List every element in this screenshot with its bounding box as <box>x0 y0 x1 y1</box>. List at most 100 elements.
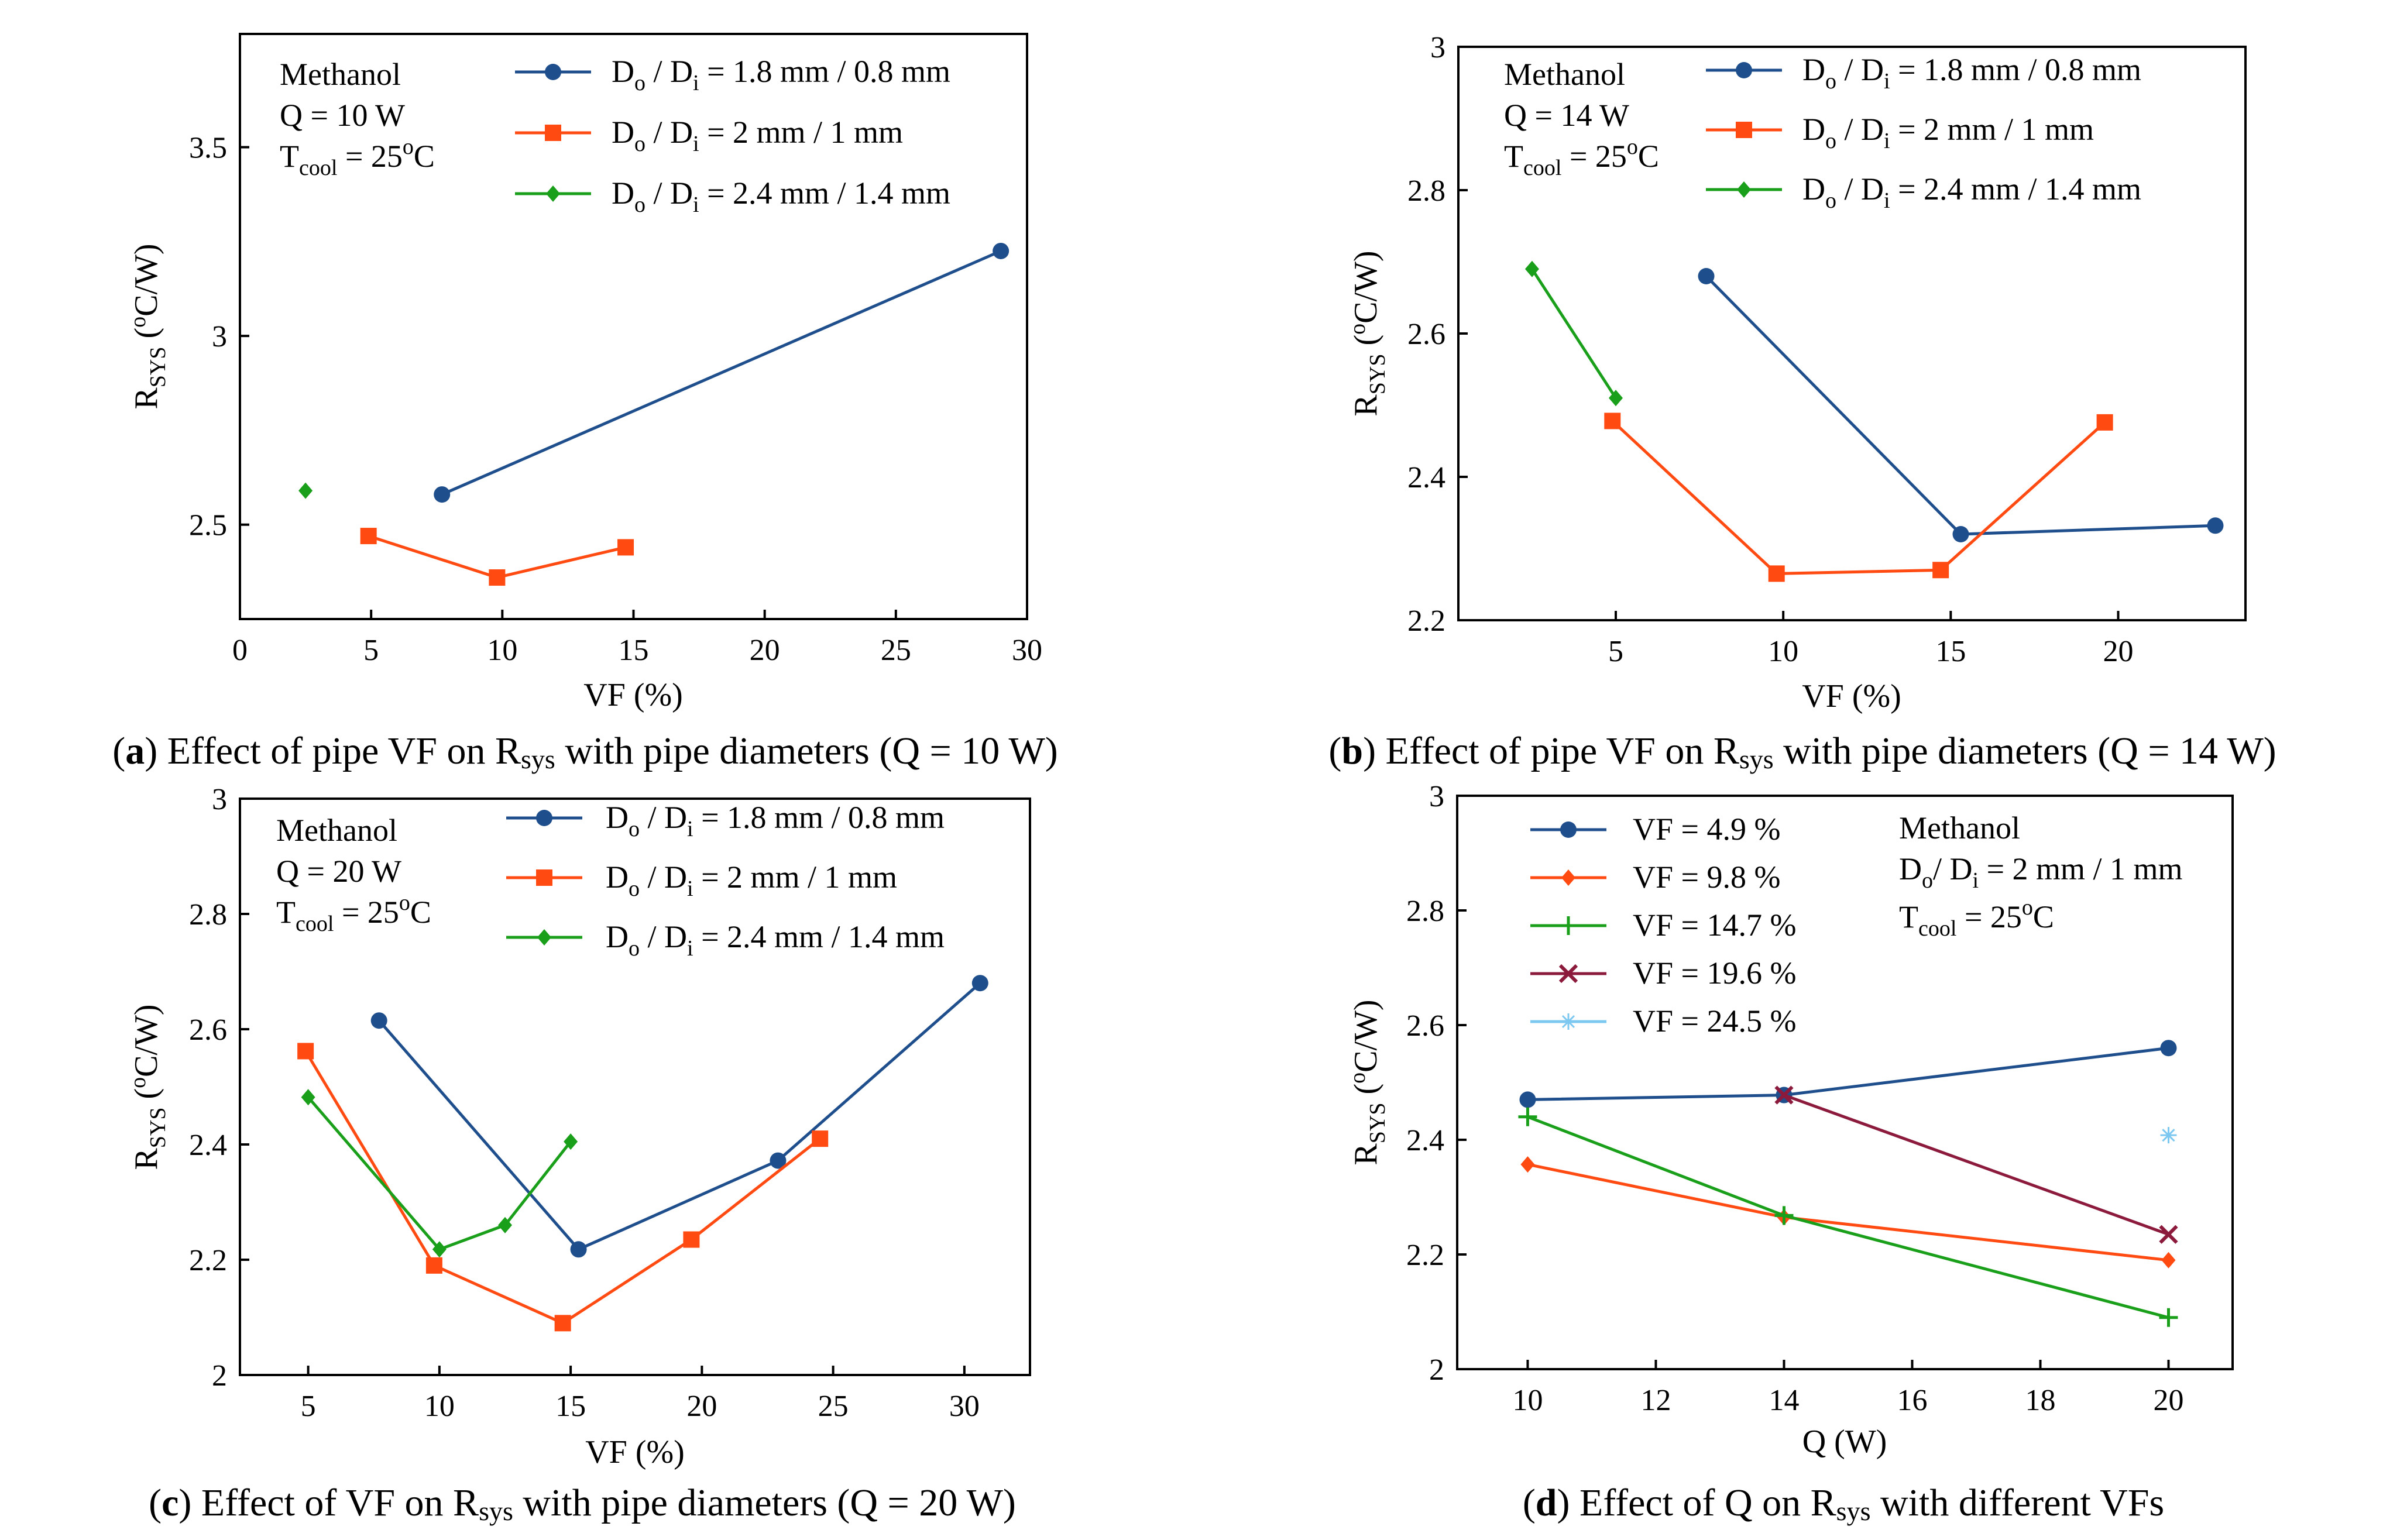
series-line-c-1 <box>304 1050 821 1325</box>
data-point-d-4-0-shape <box>2160 1127 2177 1144</box>
axis-ticks-b: 5 10 15 20 2.2 2.4 2.6 2.8 3 <box>1407 31 2134 668</box>
legend-sample-a-2 <box>515 185 591 202</box>
series-line-c-2 <box>307 1096 572 1252</box>
data-point-d-3-1 <box>2159 1225 2178 1244</box>
data-point-b-0-0-shape <box>1698 268 1715 284</box>
y-tick-label-d-1: 2.2 <box>1406 1239 1444 1272</box>
legend-sample-d-2 <box>1530 916 1606 935</box>
data-point-c-0-3-shape <box>971 975 988 992</box>
data-point-a-1-1 <box>489 569 506 586</box>
data-point-a-0-1 <box>993 242 1009 259</box>
legend-marker-b-0 <box>1736 62 1752 78</box>
series-layer-d <box>1518 1040 2178 1327</box>
data-point-d-1-2-shape <box>2161 1252 2176 1269</box>
series-line-c-0 <box>377 982 981 1252</box>
info-q-c: Q = 20 W <box>276 854 401 889</box>
data-point-b-2-0 <box>1524 260 1539 277</box>
data-point-c-0-2 <box>770 1152 787 1169</box>
x-tick-label-d-4: 18 <box>2025 1384 2055 1417</box>
y-tick-label-d-3: 2.6 <box>1406 1009 1444 1043</box>
data-point-a-1-1-shape <box>489 569 506 586</box>
legend-marker-b-2-shape <box>1737 181 1751 198</box>
x-tick-label-c-5: 30 <box>949 1390 980 1423</box>
legend-sample-c-2 <box>506 929 582 946</box>
legend-sample-d-0 <box>1530 821 1606 838</box>
data-point-c-1-0 <box>297 1043 314 1060</box>
x-tick-label-c-3: 20 <box>686 1390 717 1423</box>
legend-label-c-0: Do / Di = 1.8 mm / 0.8 mm <box>606 800 945 841</box>
legend-marker-d-0 <box>1560 821 1577 838</box>
legend-label-b-1: Do / Di = 2 mm / 1 mm <box>1802 112 2094 153</box>
legend-marker-d-0-shape <box>1560 821 1577 838</box>
y-tick-label-b-1: 2.4 <box>1407 461 1445 494</box>
y-tick-label-c-2: 2.4 <box>189 1129 227 1162</box>
y-tick-label-c-1: 2.2 <box>189 1244 227 1277</box>
info-q-b: Q = 14 W <box>1504 98 1629 133</box>
x-tick-label-d-5: 20 <box>2153 1384 2183 1417</box>
data-point-d-0-0 <box>1519 1091 1536 1108</box>
info-fluid-b: Methanol <box>1504 57 1625 92</box>
info-box-d: Methanol Do/ Di = 2 mm / 1 mm Tcool = 25… <box>1899 810 2183 941</box>
legend-marker-a-0-shape <box>545 64 561 80</box>
x-tick-label-a-2: 10 <box>487 634 517 667</box>
data-point-c-1-0-shape <box>297 1043 314 1060</box>
info-box-a: Methanol Q = 10 W Tcool = 25oC <box>280 57 435 180</box>
data-point-d-2-1 <box>1774 1206 1794 1225</box>
legend-a: Do / Di = 1.8 mm / 0.8 mm Do / Di = 2 mm… <box>515 54 950 217</box>
data-point-b-0-2 <box>2207 517 2224 534</box>
data-point-b-1-3-shape <box>2096 414 2113 431</box>
data-point-c-1-1 <box>425 1257 442 1274</box>
y-tick-label-c-0: 2 <box>212 1359 227 1393</box>
x-tick-label-c-1: 10 <box>424 1390 455 1423</box>
caption-d: (d) Effect of Q on Rsys with different V… <box>1523 1481 2164 1526</box>
data-point-b-1-1 <box>1768 565 1785 582</box>
x-tick-label-d-0: 10 <box>1512 1384 1543 1417</box>
data-point-b-2-0-shape <box>1524 260 1539 277</box>
data-point-c-0-0 <box>370 1012 387 1029</box>
legend-sample-d-4 <box>1530 1013 1606 1030</box>
y-axis-label-d: RSYS (oC/W) <box>1345 999 1390 1165</box>
data-point-b-1-1-shape <box>1768 565 1785 582</box>
legend-marker-b-0-shape <box>1736 62 1752 78</box>
data-point-c-2-0 <box>301 1089 315 1106</box>
data-point-d-2-2 <box>2159 1308 2178 1327</box>
data-point-c-2-1-shape <box>432 1241 447 1258</box>
y-tick-label-d-5: 3 <box>1429 780 1444 813</box>
legend-marker-d-4-shape <box>1560 1013 1577 1030</box>
series-line-d-0 <box>1527 1046 2169 1101</box>
data-point-a-1-0-shape <box>360 528 377 545</box>
info-tcool-c: Tcool = 25oC <box>276 891 431 936</box>
data-point-b-1-2 <box>1932 562 1949 579</box>
legend-label-b-0: Do / Di = 1.8 mm / 0.8 mm <box>1802 52 2141 94</box>
data-point-d-1-0 <box>1520 1156 1535 1173</box>
info-box-b: Methanol Q = 14 W Tcool = 25oC <box>1504 57 1659 180</box>
caption-a: (a) Effect of pipe VF on Rsys with pipe … <box>112 730 1058 774</box>
data-point-c-1-4-shape <box>812 1130 829 1147</box>
caption-c: (c) Effect of VF on Rsys with pipe diame… <box>149 1481 1016 1526</box>
info-q-a: Q = 10 W <box>280 98 405 133</box>
data-point-d-1-0-shape <box>1520 1156 1535 1173</box>
legend-label-b-2: Do / Di = 2.4 mm / 1.4 mm <box>1802 171 2141 213</box>
data-point-d-3-1-shape <box>2159 1225 2178 1244</box>
x-tick-label-a-6: 30 <box>1012 634 1042 667</box>
series-line-b-1 <box>1611 420 2106 575</box>
x-tick-label-c-0: 5 <box>301 1390 316 1423</box>
data-point-c-0-2-shape <box>770 1152 787 1169</box>
data-point-a-0-1-shape <box>993 242 1009 259</box>
data-point-b-2-1-shape <box>1609 390 1623 407</box>
legend-marker-d-2 <box>1559 916 1578 935</box>
y-tick-label-d-2: 2.4 <box>1406 1124 1444 1157</box>
data-point-c-2-3 <box>564 1133 578 1150</box>
data-point-b-0-1 <box>1952 526 1969 542</box>
legend-sample-c-0 <box>506 810 582 826</box>
legend-marker-c-0-shape <box>536 810 552 826</box>
panel-c: 5 10 15 20 25 30 2 2.2 2.4 2.6 2.8 3 VF (%) RSYS (o… <box>126 783 1031 1526</box>
legend-marker-d-4 <box>1560 1013 1577 1030</box>
x-axis-label-d: Q (W) <box>1802 1424 1887 1460</box>
data-point-c-1-4 <box>812 1130 829 1147</box>
x-tick-label-d-2: 14 <box>1769 1384 1799 1417</box>
data-point-b-2-1 <box>1609 390 1623 407</box>
data-point-d-2-1-shape <box>1774 1206 1794 1225</box>
y-tick-label-a-2: 3.5 <box>189 132 227 165</box>
plot-frame-c <box>239 798 1031 1376</box>
